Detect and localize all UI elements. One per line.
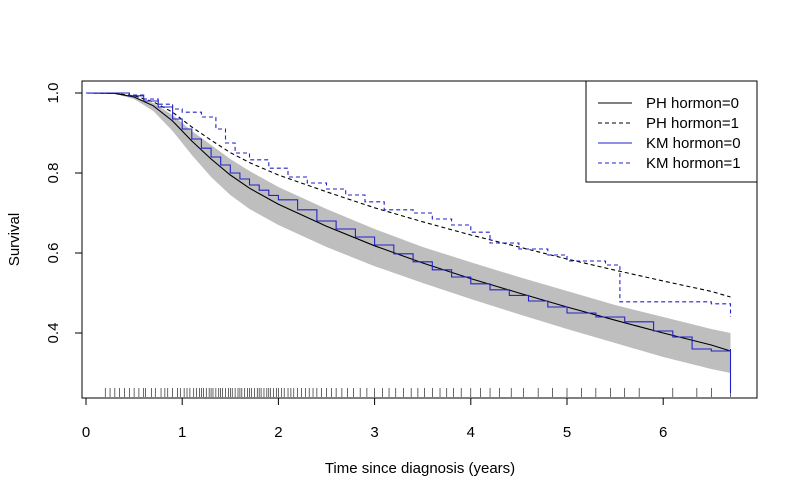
legend: PH hormon=0 PH hormon=1 KM hormon=0 KM h…	[585, 80, 758, 183]
x-tick-label: 3	[370, 424, 378, 441]
x-tick-label: 5	[563, 424, 571, 441]
x-tick-label: 0	[82, 424, 90, 441]
x-tick-label: 1	[178, 424, 186, 441]
y-tick-label: 0.6	[45, 243, 62, 264]
series-line-km-hormon-1	[86, 92, 732, 317]
y-axis: 0.4 0.6 0.8 1.0	[45, 83, 83, 344]
y-axis-label: Survival	[6, 213, 23, 266]
rug-layer	[104, 388, 731, 397]
series-layer	[85, 92, 732, 393]
x-axis-label: Time since diagnosis (years)	[325, 460, 515, 477]
x-tick-label: 2	[274, 424, 282, 441]
x-axis: 0 1 2 3 4 5 6	[82, 397, 667, 441]
legend-label-ph-hormon-0: PH hormon=0	[646, 95, 739, 112]
series-line-ph-hormon-0	[85, 92, 731, 352]
legend-label-ph-hormon-1: PH hormon=1	[646, 115, 739, 132]
x-tick-label: 4	[467, 424, 475, 441]
confidence-band	[86, 93, 731, 373]
legend-label-km-hormon-0: KM hormon=0	[646, 135, 741, 152]
series-line-ph-hormon-1	[85, 92, 731, 298]
legend-box	[585, 80, 758, 183]
y-tick-label: 0.8	[45, 163, 62, 184]
x-tick-label: 6	[659, 424, 667, 441]
series-line-km-hormon-0	[86, 92, 732, 393]
y-tick-label: 1.0	[45, 83, 62, 104]
legend-label-km-hormon-1: KM hormon=1	[646, 155, 741, 172]
y-tick-label: 0.4	[45, 323, 62, 344]
confidence-band-layer	[86, 93, 731, 373]
